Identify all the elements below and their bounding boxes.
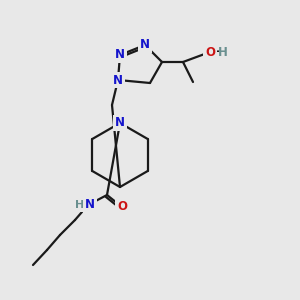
Text: -: -	[214, 46, 219, 59]
Text: O: O	[117, 200, 127, 214]
Text: H: H	[218, 46, 228, 59]
Text: O: O	[205, 46, 215, 59]
Text: H: H	[75, 200, 85, 210]
Text: N: N	[85, 199, 95, 212]
Text: N: N	[113, 74, 123, 86]
Text: N: N	[115, 49, 125, 62]
Text: N: N	[115, 116, 125, 130]
Text: N: N	[140, 38, 150, 52]
